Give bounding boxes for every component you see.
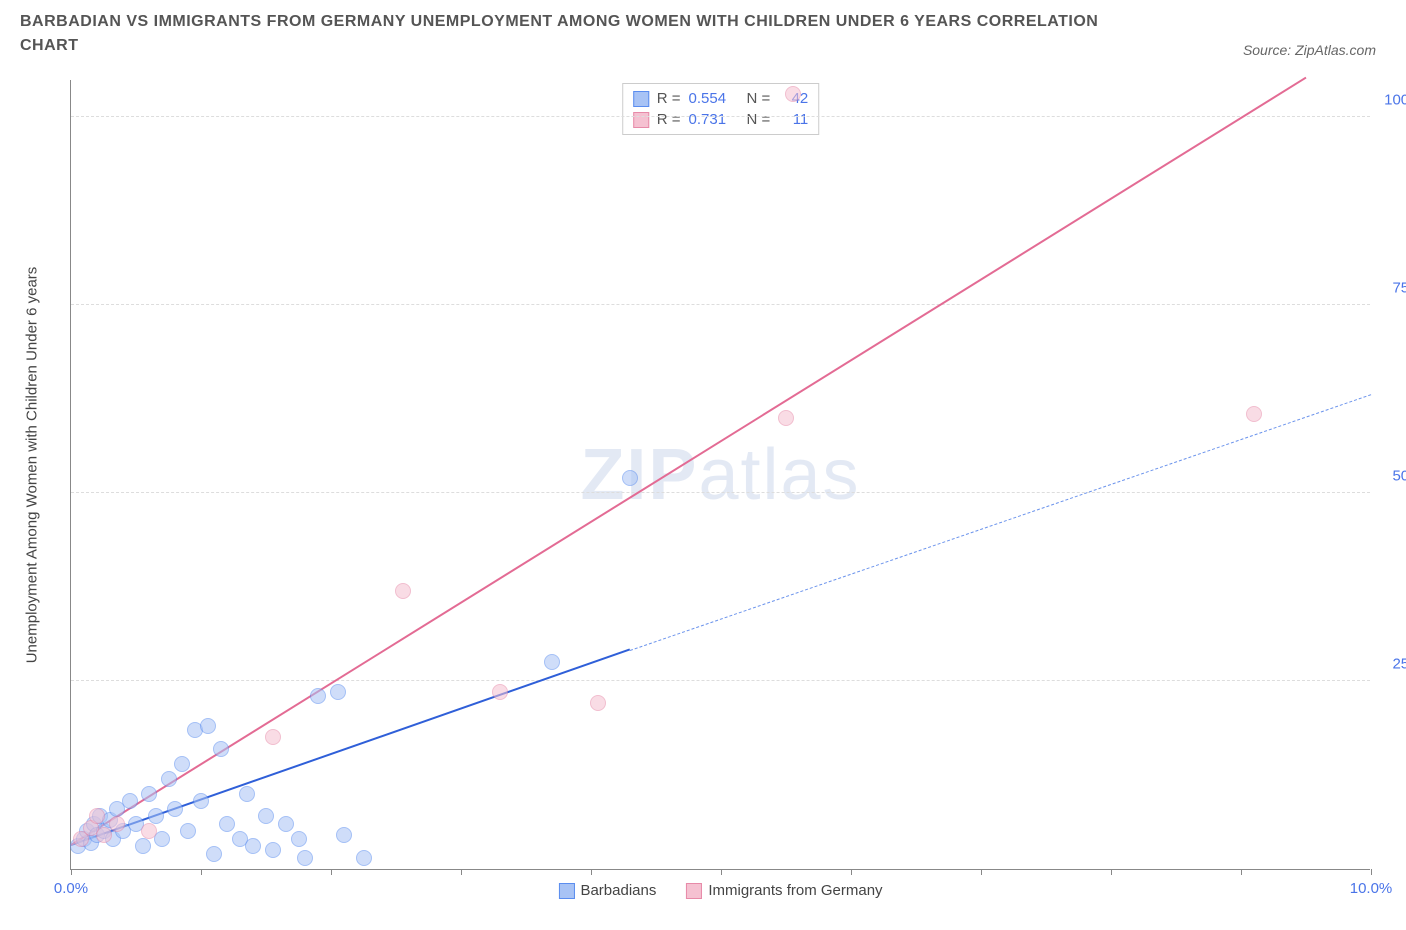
data-point (310, 688, 326, 704)
data-point (141, 786, 157, 802)
legend-swatch (558, 883, 574, 899)
data-point (96, 827, 112, 843)
data-point (206, 846, 222, 862)
data-point (258, 808, 274, 824)
data-point (219, 816, 235, 832)
legend-label: Immigrants from Germany (708, 882, 882, 899)
data-point (141, 823, 157, 839)
legend-item: Immigrants from Germany (686, 882, 882, 899)
data-point (356, 850, 372, 866)
trend-line (630, 394, 1371, 651)
grid-line (71, 492, 1370, 493)
data-point (590, 695, 606, 711)
data-point (265, 729, 281, 745)
y-axis-label: Unemployment Among Women with Children U… (24, 267, 41, 664)
x-tick (1371, 869, 1372, 875)
n-value: 11 (778, 111, 808, 128)
data-point (330, 684, 346, 700)
y-tick-label: 25.0% (1392, 655, 1406, 672)
grid-line (71, 116, 1370, 117)
data-point (193, 793, 209, 809)
stats-row: R =0.554N =42 (633, 88, 809, 109)
bottom-legend: Barbadians Immigrants from Germany (558, 882, 882, 899)
data-point (148, 808, 164, 824)
data-point (492, 684, 508, 700)
grid-line (71, 304, 1370, 305)
x-tick (71, 869, 72, 875)
data-point (239, 786, 255, 802)
y-tick-label: 75.0% (1392, 279, 1406, 296)
data-point (395, 583, 411, 599)
r-value: 0.554 (689, 90, 739, 107)
data-point (245, 838, 261, 854)
data-point (291, 831, 307, 847)
data-point (89, 808, 105, 824)
chart-title: BARBADIAN VS IMMIGRANTS FROM GERMANY UNE… (20, 10, 1120, 58)
x-tick (721, 869, 722, 875)
data-point (544, 654, 560, 670)
legend-item: Barbadians (558, 882, 656, 899)
x-tick (461, 869, 462, 875)
y-tick-label: 50.0% (1392, 467, 1406, 484)
x-tick (851, 869, 852, 875)
stats-row: R = 0.731 N = 11 (633, 109, 809, 130)
x-tick (201, 869, 202, 875)
data-point (200, 718, 216, 734)
r-label: R = (657, 90, 681, 107)
chart-plot-area: ZIPatlas R =0.554N =42R =0.731N =11 Barb… (70, 80, 1370, 870)
data-point (1246, 406, 1262, 422)
legend-label: Barbadians (580, 882, 656, 899)
data-point (778, 410, 794, 426)
data-point (135, 838, 151, 854)
source-label: Source: ZipAtlas.com (1243, 42, 1376, 58)
x-tick-label: 10.0% (1350, 880, 1393, 897)
n-label: N = (747, 90, 771, 107)
data-point (278, 816, 294, 832)
data-point (336, 827, 352, 843)
data-point (180, 823, 196, 839)
r-label: R = (657, 111, 681, 128)
trend-line (70, 77, 1306, 846)
data-point (161, 771, 177, 787)
x-tick (981, 869, 982, 875)
n-label: N = (747, 111, 771, 128)
x-tick-label: 0.0% (54, 880, 88, 897)
x-tick (1111, 869, 1112, 875)
data-point (297, 850, 313, 866)
legend-swatch (686, 883, 702, 899)
r-value: 0.731 (689, 111, 739, 128)
legend-swatch (633, 112, 649, 128)
data-point (109, 816, 125, 832)
data-point (122, 793, 138, 809)
legend-swatch (633, 91, 649, 107)
data-point (622, 470, 638, 486)
data-point (213, 741, 229, 757)
data-point (174, 756, 190, 772)
data-point (785, 86, 801, 102)
x-tick (1241, 869, 1242, 875)
data-point (167, 801, 183, 817)
x-tick (331, 869, 332, 875)
y-tick-label: 100.0% (1384, 91, 1406, 108)
x-tick (591, 869, 592, 875)
grid-line (71, 680, 1370, 681)
data-point (265, 842, 281, 858)
